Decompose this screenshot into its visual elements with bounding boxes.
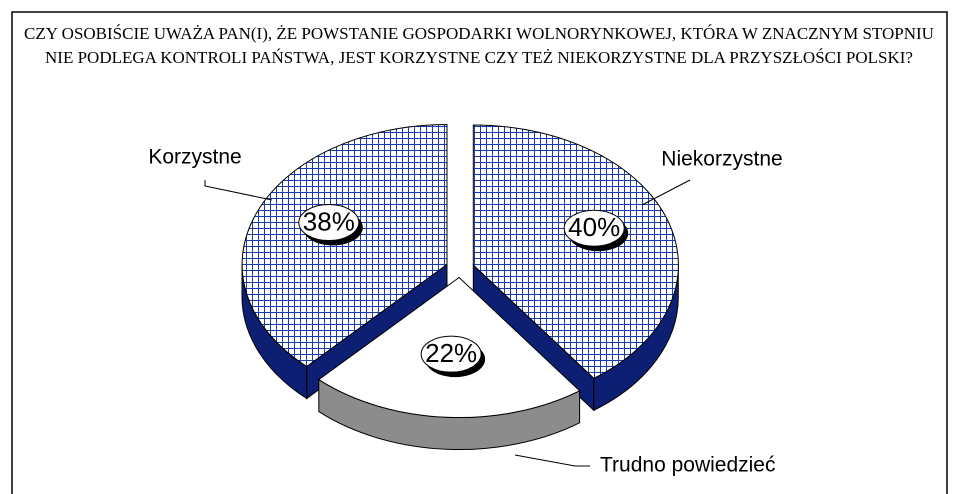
value-label: 40% (568, 212, 620, 242)
value-label: 38% (303, 206, 355, 236)
frame (11, 11, 948, 494)
category-label: Trudno powiedzieć (600, 454, 776, 477)
value-label-bg (298, 204, 360, 242)
value-label: 22% (425, 338, 477, 368)
chart-title: CZY OSOBIŚCIE UWAŻA PAN(I), ŻE POWSTANIE… (24, 24, 934, 67)
leader-line (204, 180, 273, 201)
category-label: Niekorzystne (661, 148, 782, 171)
category-label: Korzystne (148, 146, 241, 169)
slice (241, 123, 448, 368)
value-label-bg (420, 335, 482, 373)
leader-line (514, 454, 590, 467)
slice (472, 124, 679, 379)
leader-line (641, 179, 691, 206)
value-label-bg (563, 209, 625, 247)
